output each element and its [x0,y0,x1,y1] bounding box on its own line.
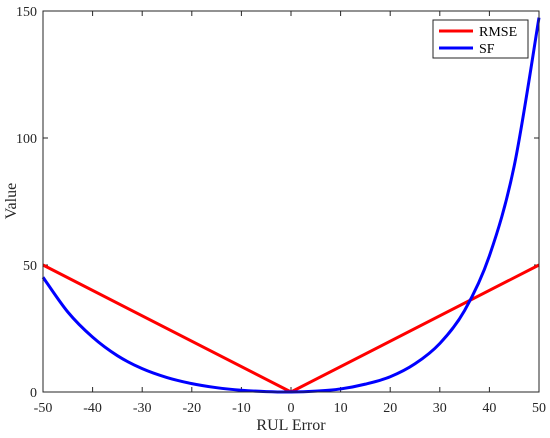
legend-box [432,19,529,59]
x-tick-label: -50 [34,401,53,416]
x-tick-label: -20 [182,401,201,416]
x-tick-label: 0 [288,401,295,416]
legend-label: RMSE [479,25,517,40]
y-tick-label: 150 [16,5,37,20]
y-tick-label: 0 [30,386,37,401]
x-tick-label: 50 [532,401,546,416]
x-tick-label: -30 [133,401,152,416]
x-tick-label: 30 [433,401,447,416]
plot-background [43,11,539,392]
x-tick-label: 10 [334,401,348,416]
y-tick-label: 50 [23,259,37,274]
x-tick-label: 20 [383,401,397,416]
x-tick-label: 40 [482,401,496,416]
y-tick-label: 100 [16,132,37,147]
legend: RMSE SF [432,19,529,59]
x-tick-label: -40 [83,401,102,416]
x-axis-title: RUL Error [256,417,326,434]
tick-labels: -50 -40 -30 -20 -10 0 10 20 30 40 50 0 50 100 150 [16,5,546,416]
plot-frame [42,10,540,393]
y-axis-title: Value [3,183,20,219]
legend-label: SF [479,42,495,57]
x-tick-label: -10 [232,401,251,416]
